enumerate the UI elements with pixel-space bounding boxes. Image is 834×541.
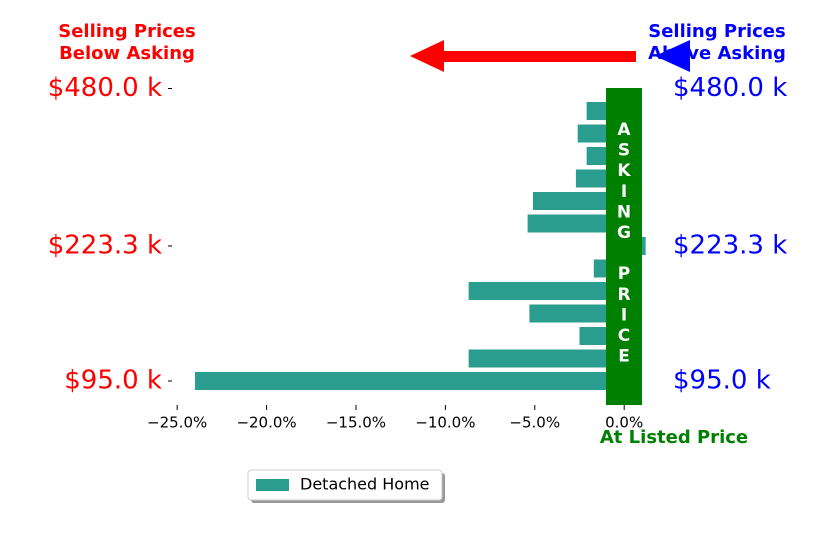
legend: Detached Home <box>247 469 445 503</box>
bar <box>527 214 625 233</box>
legend-label: Detached Home <box>300 475 430 494</box>
legend-swatch <box>256 479 289 491</box>
x-tick-label: −25.0% <box>147 414 207 432</box>
y-tick-label-left: $480.0 k <box>48 73 162 103</box>
y-tick-label-right: $95.0 k <box>673 366 771 396</box>
bar <box>529 304 625 323</box>
bars <box>195 102 646 390</box>
title-left: Selling Prices <box>58 21 195 42</box>
bar <box>195 372 625 390</box>
x-tick-label: −15.0% <box>326 414 386 432</box>
x-tick-label: −5.0% <box>509 414 560 432</box>
y-tick-label-right: $480.0 k <box>673 73 787 103</box>
bar <box>468 349 625 368</box>
x-tick-label: −20.0% <box>236 414 296 432</box>
arrow-left <box>410 40 636 72</box>
bar <box>532 192 625 210</box>
title-right: Selling Prices <box>648 21 785 42</box>
arrow-right <box>655 40 690 72</box>
y-tick-label-left: $223.3 k <box>48 231 162 261</box>
y-tick-label-left: $95.0 k <box>64 366 162 396</box>
x-annotation: At Listed Price <box>600 427 748 448</box>
x-tick-label: 0.0% <box>605 414 643 432</box>
y-tick-label-right: $223.3 k <box>673 231 787 261</box>
bar <box>468 282 625 300</box>
asking-price-band <box>606 88 642 405</box>
title-left: Below Asking <box>59 43 195 64</box>
x-tick-label: −10.0% <box>415 414 475 432</box>
legend-box <box>247 469 443 501</box>
